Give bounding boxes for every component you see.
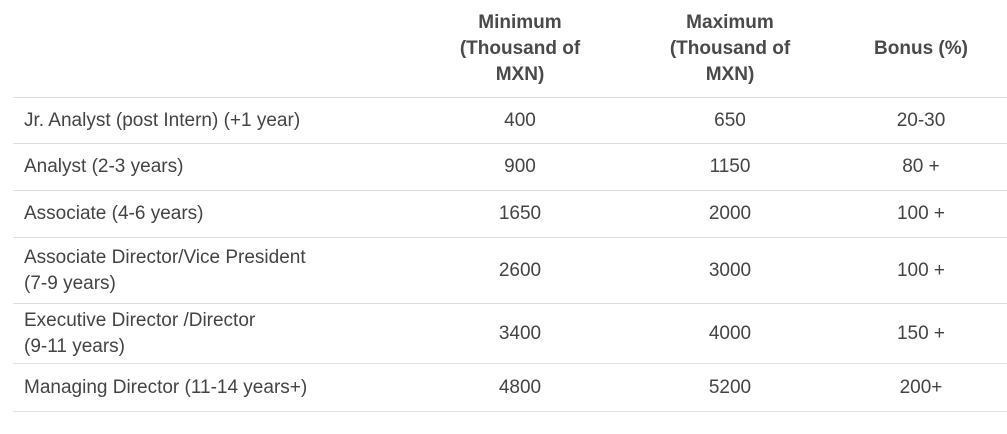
header-role	[13, 0, 415, 98]
role-cell: Executive Director /Director (9-11 years…	[13, 303, 415, 364]
maximum-cell: 3000	[625, 237, 835, 304]
header-minimum: Minimum (Thousand of MXN)	[415, 0, 625, 98]
bonus-cell: 80 +	[835, 143, 1007, 191]
minimum-cell: 900	[415, 143, 625, 191]
role-cell: Managing Director (11-14 years+)	[13, 363, 415, 412]
table-row: Managing Director (11-14 years+) 4800 52…	[13, 363, 1007, 412]
minimum-cell: 4800	[415, 363, 625, 412]
header-bonus: Bonus (%)	[835, 0, 1007, 98]
role-cell: Associate (4-6 years)	[13, 190, 415, 238]
bonus-cell: 200+	[835, 363, 1007, 412]
maximum-cell: 1150	[625, 143, 835, 191]
table-row: Associate (4-6 years) 1650 2000 100 +	[13, 190, 1007, 238]
table-row: Jr. Analyst (post Intern) (+1 year) 400 …	[13, 97, 1007, 144]
table-row: Analyst (2-3 years) 900 1150 80 +	[13, 143, 1007, 191]
maximum-cell: 650	[625, 97, 835, 144]
role-cell: Jr. Analyst (post Intern) (+1 year)	[13, 97, 415, 144]
header-row: Minimum (Thousand of MXN) Maximum (Thous…	[13, 0, 1007, 98]
salary-table: Minimum (Thousand of MXN) Maximum (Thous…	[13, 0, 1007, 412]
table-row: Executive Director /Director (9-11 years…	[13, 303, 1007, 364]
table-header: Minimum (Thousand of MXN) Maximum (Thous…	[13, 0, 1007, 98]
table-row: Associate Director/Vice President (7-9 y…	[13, 237, 1007, 304]
maximum-cell: 4000	[625, 303, 835, 364]
bonus-cell: 150 +	[835, 303, 1007, 364]
maximum-cell: 5200	[625, 363, 835, 412]
salary-table-container: Minimum (Thousand of MXN) Maximum (Thous…	[13, 0, 1007, 412]
table-body: Jr. Analyst (post Intern) (+1 year) 400 …	[13, 97, 1007, 412]
minimum-cell: 400	[415, 97, 625, 144]
minimum-cell: 2600	[415, 237, 625, 304]
bonus-cell: 100 +	[835, 190, 1007, 238]
minimum-cell: 3400	[415, 303, 625, 364]
bonus-cell: 100 +	[835, 237, 1007, 304]
bonus-cell: 20-30	[835, 97, 1007, 144]
role-cell: Associate Director/Vice President (7-9 y…	[13, 237, 415, 304]
header-maximum: Maximum (Thousand of MXN)	[625, 0, 835, 98]
role-cell: Analyst (2-3 years)	[13, 143, 415, 191]
maximum-cell: 2000	[625, 190, 835, 238]
minimum-cell: 1650	[415, 190, 625, 238]
